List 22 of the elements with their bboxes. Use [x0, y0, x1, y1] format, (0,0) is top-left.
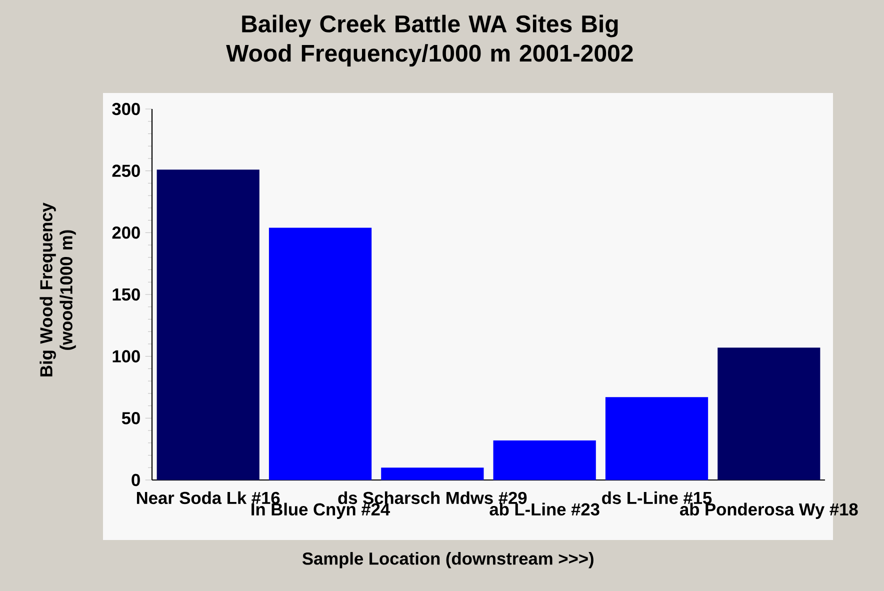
x-tick-label: ds Scharsch Mdws #29 — [338, 491, 527, 504]
y-tick-label: 0 — [132, 474, 140, 486]
chart-title: Bailey Creek Battle WA Sites Big Wood Frequency/1000 m 2001-2002 — [226, 14, 633, 67]
y-tick-label: 250 — [112, 164, 140, 177]
bar — [493, 440, 596, 480]
bar — [268, 228, 372, 480]
x-tick-label: In Blue Cnyn #24 — [252, 502, 390, 519]
x-axis-title: Sample Location (downstream >>>) — [302, 552, 594, 568]
y-tick-label: 300 — [112, 102, 140, 116]
bar — [156, 170, 260, 480]
bar — [718, 348, 820, 480]
x-tick-label: ds L-Line #15 — [602, 491, 712, 504]
y-tick-label: 150 — [112, 288, 140, 301]
y-axis-title: Big Wood Frequency (wood/1000 m) — [40, 202, 76, 376]
x-tick-label: Near Soda Lk #16 — [136, 491, 280, 504]
y-tick-label: 100 — [112, 350, 140, 362]
bar — [381, 468, 484, 480]
bar — [605, 397, 708, 480]
x-tick-label: ab L-Line #23 — [490, 502, 600, 516]
y-tick-label: 50 — [122, 412, 140, 424]
y-tick-label: 200 — [112, 226, 140, 239]
x-tick-label: ab Ponderosa Wy #18 — [680, 502, 858, 519]
